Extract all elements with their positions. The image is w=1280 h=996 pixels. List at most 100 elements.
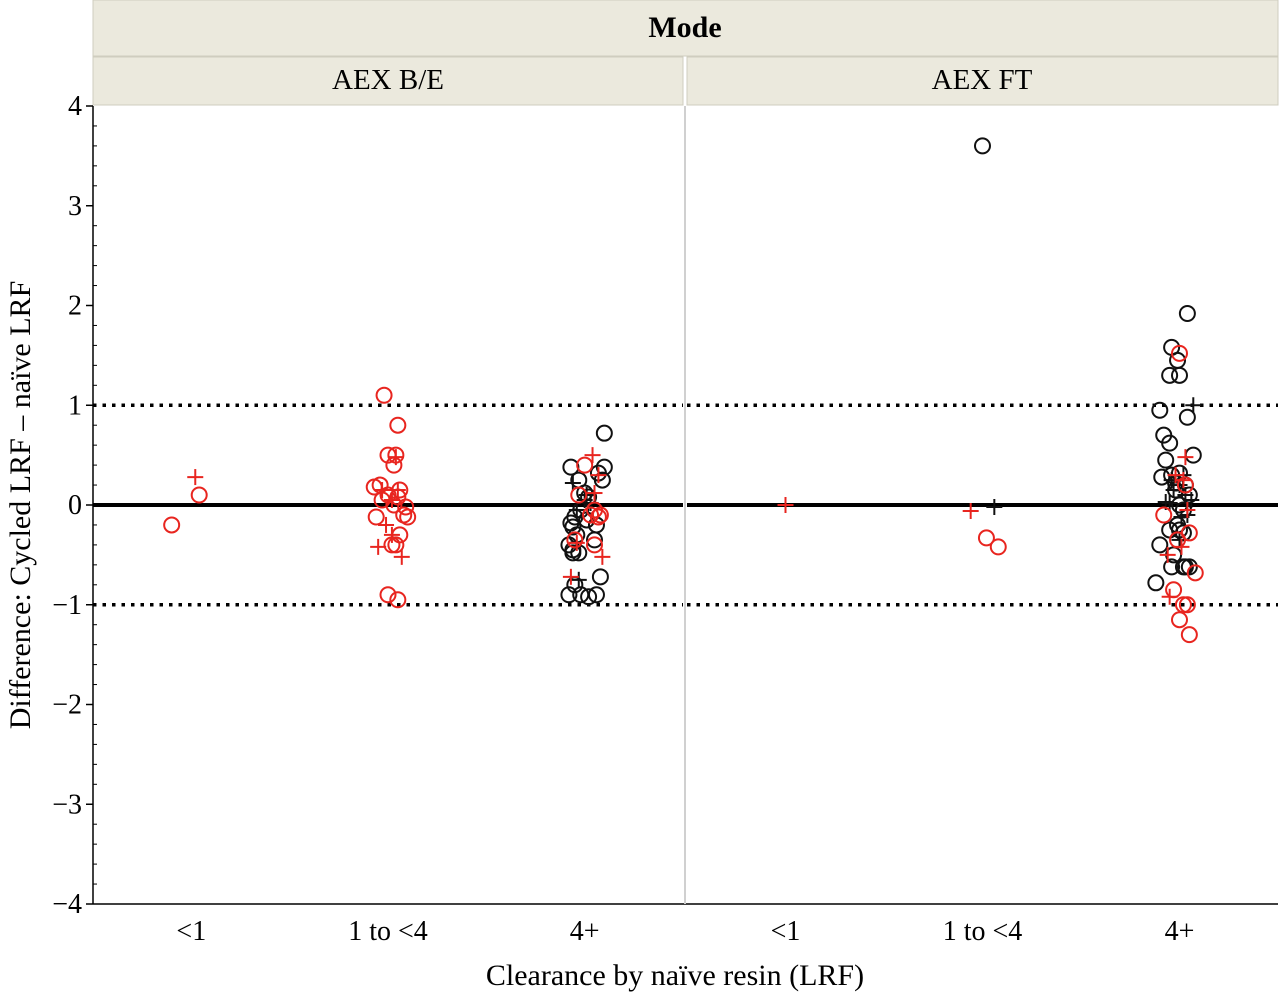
data-point-plus bbox=[568, 501, 585, 518]
data-point-circle bbox=[1163, 558, 1181, 576]
data-point-circle bbox=[379, 586, 397, 604]
y-tick-label: −4 bbox=[52, 889, 82, 920]
data-point-circle bbox=[564, 544, 582, 562]
data-point-circle bbox=[399, 508, 417, 526]
data-point-circle bbox=[385, 496, 403, 514]
data-point-circle bbox=[595, 424, 613, 442]
x-tick-label: 4+ bbox=[570, 916, 600, 947]
data-point-circle bbox=[570, 486, 588, 504]
data-point-circle bbox=[1180, 626, 1198, 644]
data-point-plus bbox=[383, 492, 400, 509]
data-point-plus bbox=[986, 498, 1003, 515]
data-point-plus bbox=[383, 526, 400, 543]
x-tick-label: 1 to <4 bbox=[348, 916, 428, 947]
panel-strip-aex-be bbox=[92, 56, 684, 106]
data-point-circle bbox=[375, 386, 393, 404]
data-point-circle bbox=[190, 486, 208, 504]
data-point-circle bbox=[1151, 401, 1169, 419]
data-point-circle bbox=[1153, 468, 1171, 486]
data-point-plus bbox=[570, 571, 587, 588]
data-point-plus bbox=[393, 548, 410, 565]
data-point-plus bbox=[387, 449, 404, 466]
data-point-circle bbox=[1186, 564, 1204, 582]
y-tick-label: 0 bbox=[68, 490, 82, 521]
data-point-circle bbox=[367, 508, 385, 526]
data-point-plus bbox=[590, 467, 607, 484]
data-point-circle bbox=[1178, 304, 1196, 322]
data-point-circle bbox=[379, 486, 397, 504]
x-tick-label: 4+ bbox=[1165, 916, 1195, 947]
y-tick-label: 4 bbox=[68, 91, 82, 122]
y-tick-label: −1 bbox=[52, 590, 82, 621]
data-point-circle bbox=[1178, 596, 1196, 614]
panel-title-aex-be: AEX B/E bbox=[332, 64, 444, 96]
data-point-plus bbox=[1173, 538, 1190, 555]
data-point-circle bbox=[1171, 344, 1188, 362]
data-point-plus bbox=[389, 482, 406, 499]
y-tick-label: 2 bbox=[68, 291, 82, 322]
data-point-plus bbox=[1167, 467, 1184, 484]
y-tick-label: 3 bbox=[68, 191, 82, 222]
x-tick-label: <1 bbox=[771, 916, 801, 947]
data-point-circle bbox=[163, 516, 181, 534]
data-point-plus bbox=[1183, 492, 1200, 509]
data-point-circle bbox=[1161, 434, 1179, 452]
y-minor-ticks bbox=[93, 125, 97, 885]
x-tick-label: <1 bbox=[176, 916, 206, 947]
panel-strip-aex-ft bbox=[686, 56, 1279, 106]
data-point-circle bbox=[576, 456, 594, 474]
data-point-circle bbox=[1184, 446, 1202, 464]
data-point-circle bbox=[1178, 408, 1196, 426]
data-point-circle bbox=[586, 536, 603, 554]
data-point-circle bbox=[593, 471, 611, 489]
data-point-circle bbox=[1155, 506, 1173, 524]
data-point-plus bbox=[378, 516, 395, 533]
data-point-circle bbox=[1176, 476, 1194, 494]
data-point-plus bbox=[562, 568, 579, 585]
data-point-circle bbox=[974, 137, 991, 155]
data-point-circle bbox=[587, 586, 605, 604]
data-point-circle bbox=[389, 416, 407, 434]
data-point-plus bbox=[1159, 546, 1176, 563]
data-point-plus bbox=[568, 534, 585, 551]
data-point-plus bbox=[1161, 588, 1178, 605]
data-point-circle bbox=[560, 586, 578, 604]
data-point-plus bbox=[1185, 397, 1202, 414]
data-point-plus bbox=[962, 502, 979, 519]
y-ticks: 4 3 2 1 0 −1 −2 −3 −4 bbox=[52, 91, 93, 920]
y-axis-title: Difference: Cycled LRF – naïve LRF bbox=[4, 281, 37, 730]
y-tick-label: −3 bbox=[52, 789, 82, 820]
x-ticks: <1 1 to <4 4+ <1 1 to <4 4+ bbox=[176, 916, 1194, 947]
data-point-plus bbox=[374, 482, 391, 499]
data-point-plus bbox=[187, 469, 204, 486]
data-point-circle bbox=[1161, 366, 1179, 384]
data-point-plus bbox=[370, 538, 387, 555]
y-tick-label: −2 bbox=[52, 690, 82, 721]
data-point-circle bbox=[1165, 581, 1183, 599]
data-point-plus bbox=[594, 548, 611, 565]
facet-header-strip bbox=[92, 0, 1279, 57]
data-point-circle bbox=[1169, 351, 1187, 369]
facet-header-title: Mode bbox=[648, 11, 721, 44]
data-point-circle bbox=[589, 508, 607, 526]
x-tick-label: 1 to <4 bbox=[943, 916, 1023, 947]
data-point-plus bbox=[586, 485, 603, 502]
data-point-circle bbox=[1147, 574, 1165, 592]
data-point-plus bbox=[584, 447, 601, 464]
data-point-circle bbox=[977, 529, 995, 547]
x-axis-title: Clearance by naïve resin (LRF) bbox=[486, 959, 864, 992]
data-point-circle bbox=[1157, 451, 1175, 469]
data-points bbox=[163, 137, 1204, 644]
data-point-plus bbox=[564, 475, 581, 492]
data-point-circle bbox=[397, 498, 415, 516]
y-tick-label: 1 bbox=[68, 390, 82, 421]
data-point-circle bbox=[989, 538, 1007, 556]
panel-title-aex-ft: AEX FT bbox=[932, 64, 1033, 96]
data-point-plus bbox=[1177, 449, 1194, 466]
data-point-circle bbox=[389, 591, 407, 609]
data-point-circle bbox=[582, 506, 600, 524]
data-point-plus bbox=[1179, 501, 1196, 518]
data-point-circle bbox=[1171, 366, 1188, 384]
data-point-plus bbox=[777, 497, 794, 513]
